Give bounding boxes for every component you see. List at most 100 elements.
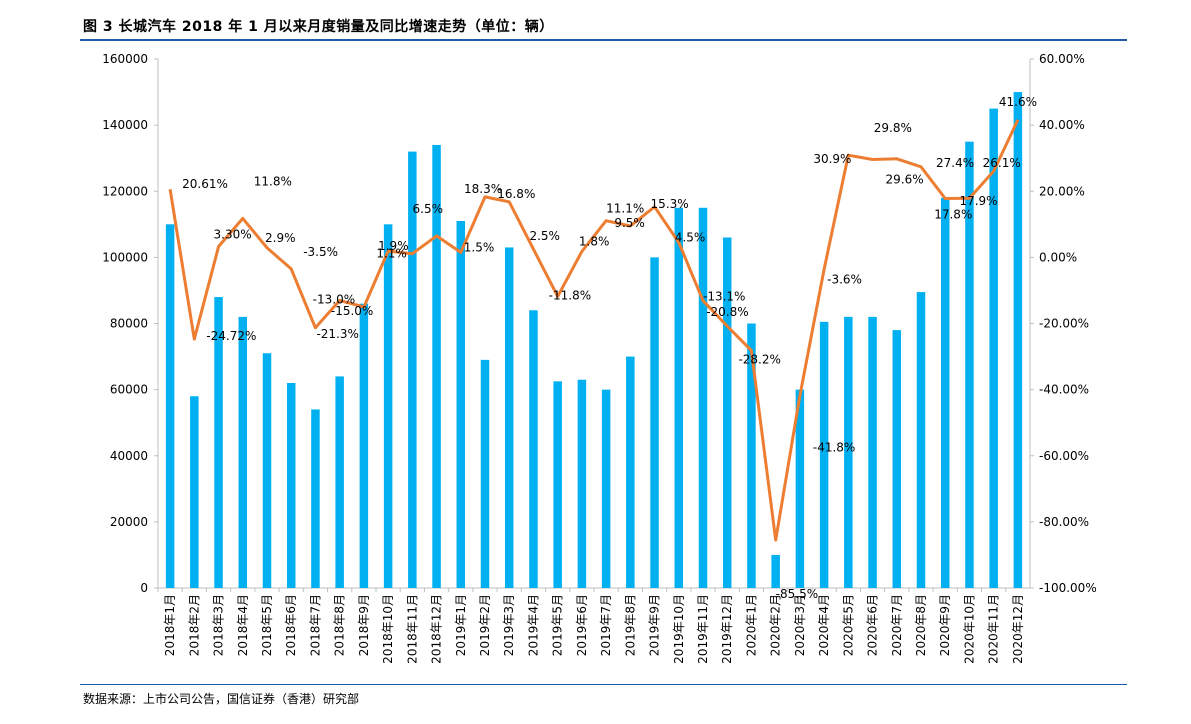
yoy-data-label: 2.5%	[529, 229, 560, 243]
right-tick-label: 20.00%	[1039, 184, 1085, 198]
x-tick-label: 2018年11月	[405, 594, 419, 664]
yoy-data-label: 41.6%	[999, 95, 1037, 109]
sales-bar	[819, 321, 829, 588]
yoy-line	[168, 119, 1020, 542]
x-tick-label: 2019年6月	[575, 594, 589, 656]
sales-bar	[456, 221, 466, 588]
yoy-data-label: -41.8%	[813, 441, 855, 455]
sales-bar	[190, 396, 199, 588]
sales-bar	[238, 316, 248, 588]
x-tick-label: 2020年12月	[1011, 594, 1025, 664]
yoy-data-label: -11.8%	[549, 288, 591, 302]
x-tick-label: 2020年6月	[866, 594, 880, 656]
sales-bar	[553, 381, 562, 588]
right-tick-label: 0.00%	[1039, 250, 1077, 264]
sales-bar	[383, 224, 393, 588]
x-tick-label: 2019年2月	[478, 594, 492, 656]
left-tick-label: 0	[140, 581, 148, 595]
sales-bar	[480, 359, 490, 588]
yoy-data-label: 9.5%	[614, 216, 645, 230]
yoy-data-label: 1.9%	[378, 239, 409, 253]
x-tick-label: 2020年7月	[890, 594, 904, 656]
yoy-growth-line	[168, 119, 1020, 542]
x-tick-label: 2019年3月	[502, 594, 516, 656]
left-tick-label: 160000	[102, 52, 148, 66]
left-tick-label: 60000	[110, 383, 148, 397]
right-tick-label: -100.00%	[1039, 581, 1097, 595]
x-tick-label: 2019年5月	[551, 594, 565, 656]
source-note: 数据来源：上市公司公告，国信证券（香港）研究部	[83, 692, 360, 706]
yoy-data-label: 1.8%	[579, 234, 610, 248]
sales-bar	[965, 141, 974, 588]
yoy-data-label: -3.5%	[303, 245, 338, 259]
sales-bar	[432, 144, 441, 588]
sales-bar	[529, 310, 538, 588]
sales-bar	[722, 237, 732, 588]
yoy-data-label: -13.0%	[313, 292, 355, 306]
right-tick-label: -60.00%	[1039, 449, 1089, 463]
sales-bar	[1013, 92, 1023, 588]
sales-bar	[359, 303, 369, 588]
x-tick-label: 2019年8月	[623, 594, 637, 656]
footer-rule	[80, 684, 1127, 685]
sales-bar	[311, 409, 320, 588]
sales-bar	[408, 151, 417, 588]
sales-bar	[892, 330, 902, 588]
sales-bar	[504, 247, 514, 589]
sales-bar	[868, 316, 877, 588]
yoy-data-label: -28.2%	[738, 353, 780, 367]
left-tick-label: 40000	[110, 449, 148, 463]
x-tick-label: 2020年10月	[962, 594, 976, 664]
sales-bar	[989, 108, 998, 588]
sales-bar	[940, 197, 950, 589]
left-tick-label: 100000	[102, 250, 148, 264]
yoy-growth-labels: 20.61% -24.72% 3.30% 11.8% 2.9% -3.5% -21.3% -1…	[182, 95, 1037, 601]
right-tick-label: -20.00%	[1039, 317, 1089, 331]
x-tick-label: 2020年9月	[938, 594, 952, 656]
x-tick-label: 2020年5月	[841, 594, 855, 656]
sales-bar	[214, 297, 223, 588]
yoy-data-label: -20.8%	[706, 305, 748, 319]
left-tick-label: 20000	[110, 515, 148, 529]
right-tick-label: 60.00%	[1039, 52, 1085, 66]
right-tick-label: 40.00%	[1039, 118, 1085, 132]
sales-bar	[286, 383, 296, 588]
yoy-data-label: 20.61%	[182, 177, 228, 191]
yoy-data-label: 29.8%	[874, 121, 912, 135]
x-tick-label: 2020年11月	[987, 594, 1001, 664]
left-y-axis: 0 20000 40000 60000 80000 100000 120000 140000 1…	[102, 52, 159, 595]
x-tick-label: 2018年2月	[187, 594, 201, 656]
x-tick-label: 2018年7月	[308, 594, 322, 656]
yoy-data-label: 2.9%	[265, 231, 296, 245]
yoy-data-label: 1.5%	[464, 240, 495, 254]
x-tick-label: 2019年10月	[672, 594, 686, 664]
x-tick-label: 2019年11月	[696, 594, 710, 664]
sales-bar	[747, 323, 756, 588]
left-tick-label: 80000	[110, 317, 148, 331]
yoy-data-label: -21.3%	[316, 327, 358, 341]
yoy-data-label: 17.8%	[934, 208, 972, 222]
yoy-data-label: 3.30%	[214, 227, 252, 241]
yoy-data-label: 18.3%	[464, 182, 502, 196]
yoy-data-label: 4.5%	[675, 230, 706, 244]
sales-growth-chart: 0 20000 40000 60000 80000 100000 120000 140000 1…	[102, 52, 1097, 664]
sales-bar	[674, 207, 684, 588]
x-axis: 2018年1月 2018年2月 2018年3月 2018年4月 2018年5月 2018年…	[157, 587, 1030, 664]
right-y-axis: -100.00% -80.00% -60.00% -40.00% -20.00% 0.00…	[1029, 52, 1097, 595]
yoy-data-label: 6.5%	[413, 202, 444, 216]
yoy-data-label: 11.8%	[254, 174, 292, 188]
x-tick-label: 2018年3月	[212, 594, 226, 656]
sales-bar	[165, 224, 175, 588]
yoy-data-label: 27.4%	[936, 156, 974, 170]
yoy-data-label: -13.1%	[703, 290, 745, 304]
sales-bar	[698, 207, 708, 588]
sales-bar	[577, 379, 587, 588]
x-tick-label: 2018年9月	[357, 594, 371, 656]
yoy-data-label: 29.6%	[886, 173, 924, 187]
x-tick-label: 2019年12月	[720, 594, 734, 664]
sales-bar	[650, 257, 659, 588]
x-tick-label: 2018年5月	[260, 594, 274, 656]
sales-bars	[165, 92, 1023, 589]
x-tick-label: 2020年8月	[914, 594, 928, 656]
x-tick-label: 2019年9月	[648, 594, 662, 656]
